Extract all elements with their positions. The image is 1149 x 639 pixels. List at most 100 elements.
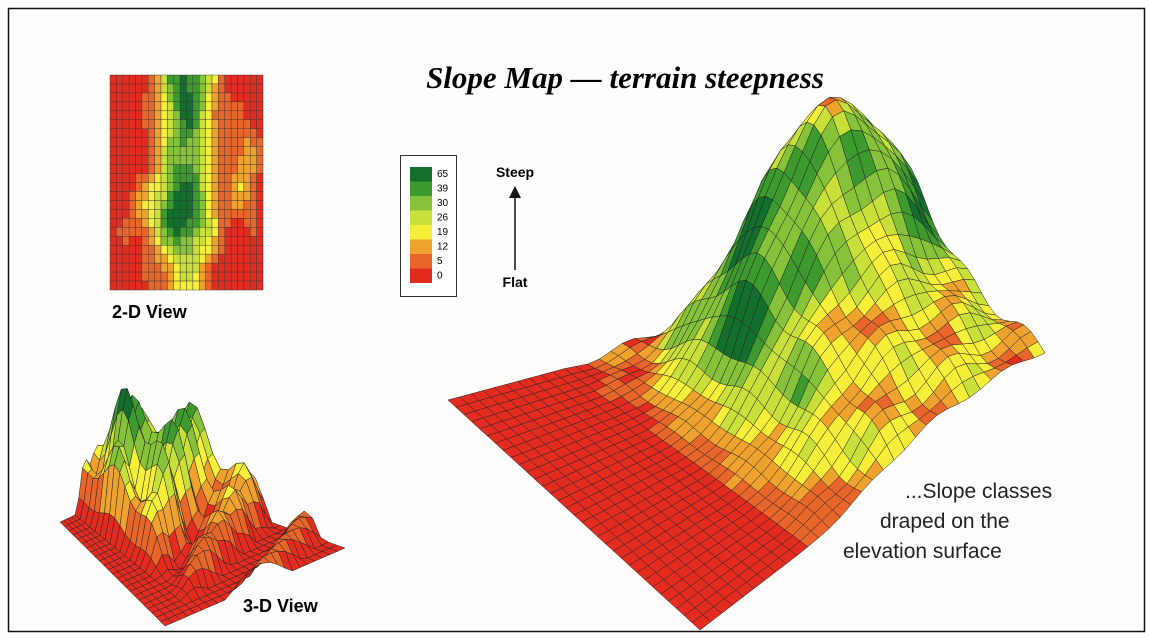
grid-cell — [206, 200, 212, 209]
grid-cell — [257, 263, 263, 272]
grid-cell — [187, 156, 193, 165]
grid-cell — [180, 120, 186, 129]
grid-cell — [148, 227, 154, 236]
grid-cell — [129, 218, 135, 227]
grid-cell — [129, 102, 135, 111]
grid-cell — [206, 111, 212, 120]
grid-cell — [257, 218, 263, 227]
grid-cell — [225, 236, 231, 245]
legend-swatch — [410, 167, 432, 182]
grid-cell — [244, 120, 250, 129]
grid-cell — [231, 129, 237, 138]
grid-cell — [244, 236, 250, 245]
grid-cell — [218, 93, 224, 102]
grid-cell — [123, 254, 129, 263]
grid-cell — [238, 191, 244, 200]
grid-cell — [129, 200, 135, 209]
grid-cell — [110, 120, 116, 129]
grid-cell — [244, 209, 250, 218]
grid-cell — [187, 174, 193, 183]
grid-cell — [250, 254, 256, 263]
grid-cell — [218, 138, 224, 147]
grid-cell — [161, 138, 167, 147]
grid-cell — [187, 245, 193, 254]
grid-cell — [116, 165, 122, 174]
grid-cell — [129, 272, 135, 281]
grid-cell — [180, 245, 186, 254]
grid-cell — [244, 254, 250, 263]
grid-cell — [199, 75, 205, 84]
grid-cell — [155, 272, 161, 281]
grid-cell — [218, 281, 224, 290]
grid-cell — [250, 272, 256, 281]
grid-cell — [193, 147, 199, 156]
grid-cell — [167, 84, 173, 93]
grid-cell — [193, 84, 199, 93]
grid-cell — [225, 254, 231, 263]
grid-cell — [244, 281, 250, 290]
grid-cell — [174, 93, 180, 102]
two-d-view — [110, 75, 263, 290]
grid-cell — [225, 75, 231, 84]
grid-cell — [142, 191, 148, 200]
grid-cell — [244, 200, 250, 209]
grid-cell — [155, 75, 161, 84]
grid-cell — [238, 281, 244, 290]
grid-cell — [238, 84, 244, 93]
grid-cell — [123, 147, 129, 156]
grid-cell — [199, 111, 205, 120]
grid-cell — [250, 245, 256, 254]
grid-cell — [110, 191, 116, 200]
grid-cell — [206, 227, 212, 236]
grid-cell — [174, 84, 180, 93]
grid-cell — [193, 245, 199, 254]
grid-cell — [174, 227, 180, 236]
grid-cell — [142, 200, 148, 209]
grid-cell — [250, 120, 256, 129]
grid-cell — [225, 281, 231, 290]
grid-cell — [199, 174, 205, 183]
grid-cell — [225, 102, 231, 111]
grid-cell — [187, 281, 193, 290]
grid-cell — [212, 174, 218, 183]
grid-cell — [142, 254, 148, 263]
grid-cell — [193, 75, 199, 84]
grid-cell — [193, 102, 199, 111]
grid-cell — [218, 254, 224, 263]
grid-cell — [129, 129, 135, 138]
grid-cell — [110, 93, 116, 102]
grid-cell — [212, 254, 218, 263]
grid-cell — [129, 245, 135, 254]
grid-cell — [180, 272, 186, 281]
grid-cell — [110, 147, 116, 156]
grid-cell — [199, 272, 205, 281]
grid-cell — [110, 209, 116, 218]
grid-cell — [238, 200, 244, 209]
grid-cell — [257, 165, 263, 174]
grid-cell — [174, 75, 180, 84]
grid-cell — [218, 183, 224, 192]
grid-cell — [231, 138, 237, 147]
grid-cell — [110, 75, 116, 84]
grid-cell — [116, 129, 122, 138]
grid-cell — [199, 263, 205, 272]
grid-cell — [250, 156, 256, 165]
grid-cell — [161, 236, 167, 245]
grid-cell — [218, 227, 224, 236]
grid-cell — [212, 120, 218, 129]
legend-value: 30 — [437, 198, 449, 209]
grid-cell — [199, 191, 205, 200]
grid-cell — [116, 156, 122, 165]
grid-cell — [136, 120, 142, 129]
grid-cell — [129, 165, 135, 174]
grid-cell — [167, 236, 173, 245]
grid-cell — [142, 272, 148, 281]
grid-cell — [231, 84, 237, 93]
grid-cell — [193, 111, 199, 120]
grid-cell — [199, 129, 205, 138]
grid-cell — [250, 93, 256, 102]
grid-cell — [155, 129, 161, 138]
grid-cell — [244, 129, 250, 138]
grid-cell — [231, 75, 237, 84]
grid-cell — [187, 138, 193, 147]
